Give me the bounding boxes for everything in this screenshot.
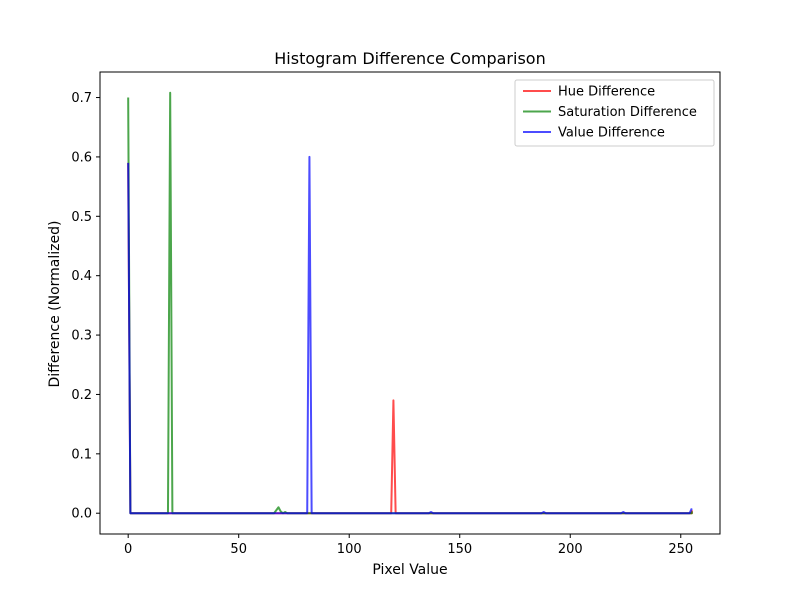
y-axis-label: Difference (Normalized) xyxy=(47,221,63,388)
y-tick-label: 0.1 xyxy=(71,447,92,462)
y-tick-label: 0.2 xyxy=(71,388,92,403)
series-line-2 xyxy=(127,91,693,515)
y-tick-label: 0.5 xyxy=(71,210,92,225)
x-axis-label: Pixel Value xyxy=(372,562,447,578)
series-line-3 xyxy=(127,155,693,515)
y-tick-label: 0.6 xyxy=(71,150,92,165)
chart-title: Histogram Difference Comparison xyxy=(274,49,545,68)
x-tick-label: 250 xyxy=(668,542,693,557)
x-tick-label: 0 xyxy=(124,542,132,557)
series-group xyxy=(127,91,693,515)
legend-box xyxy=(514,79,715,147)
y-tick-label: 0.3 xyxy=(71,329,92,344)
y-tick-label: 0.7 xyxy=(71,91,92,106)
y-tick-label: 0.4 xyxy=(71,269,92,284)
plot-area xyxy=(127,91,693,515)
y-tick-label: 0.0 xyxy=(71,507,92,522)
legend-label-3: Value Difference xyxy=(558,126,665,141)
legend-label-1: Hue Difference xyxy=(558,85,655,100)
legend-label-2: Saturation Difference xyxy=(558,105,697,120)
x-tick-label: 200 xyxy=(558,542,583,557)
series-line-1 xyxy=(127,162,693,515)
axes: 0 50 100 150 200 250 0.0 0.1 0.2 0.3 0.4 0.5 0.6 0.7 xyxy=(71,71,721,557)
x-tick-label: 50 xyxy=(230,542,247,557)
x-tick-label: 100 xyxy=(337,542,362,557)
axes-frame xyxy=(99,71,721,535)
x-tick-label: 150 xyxy=(447,542,472,557)
legend: Hue Difference Saturation Difference Value… xyxy=(514,79,715,147)
